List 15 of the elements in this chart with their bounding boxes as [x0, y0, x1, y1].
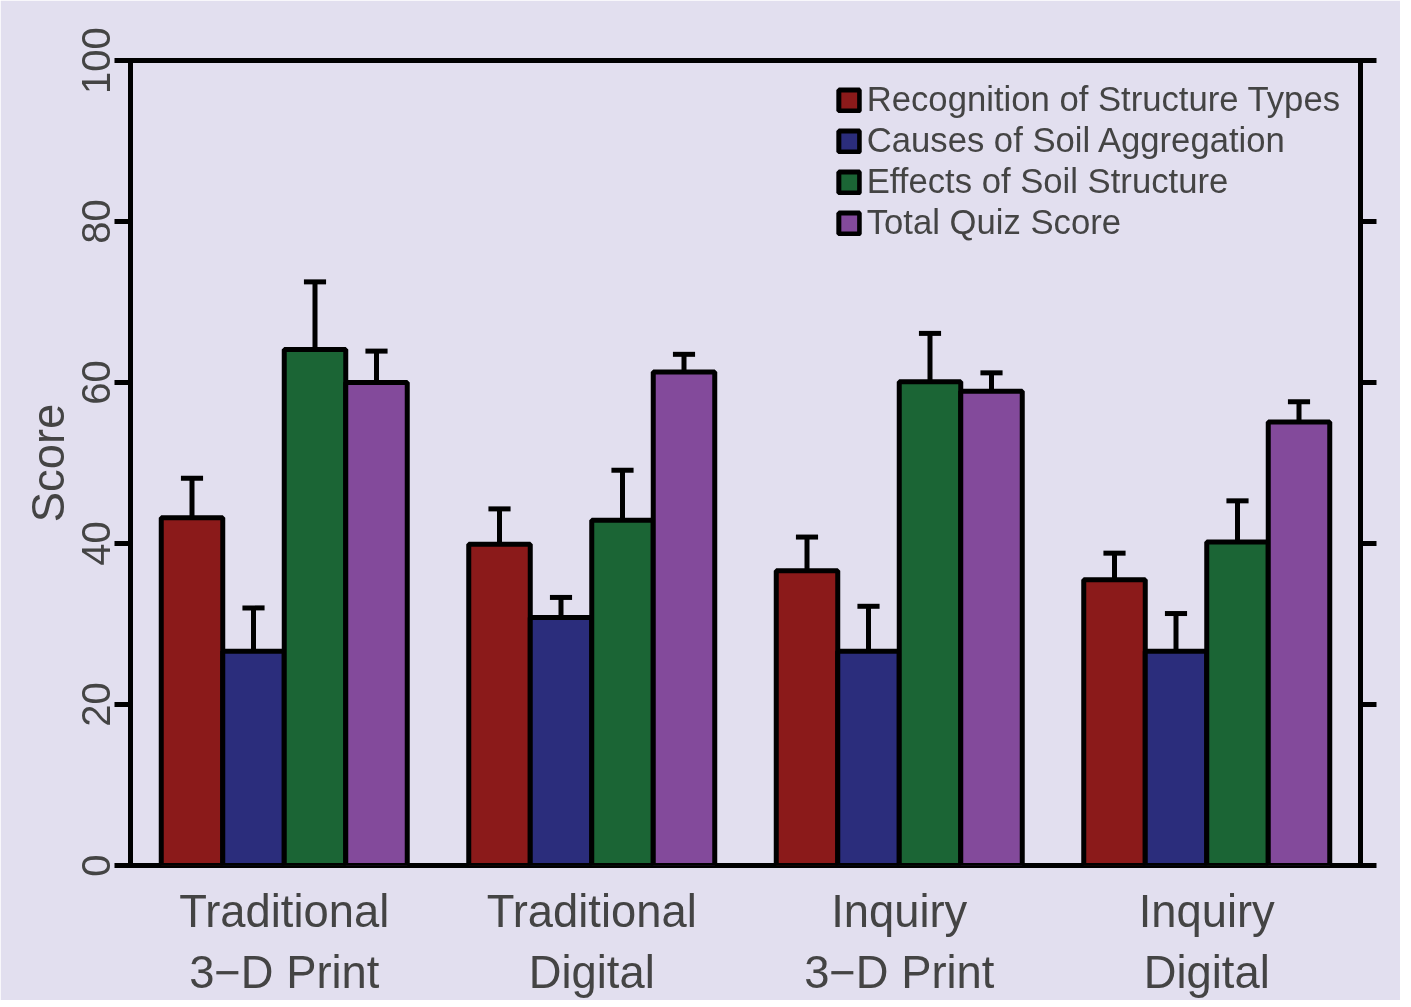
x-tick-label: Inquiry Digital	[1138, 885, 1276, 998]
y-tick-label: 60	[73, 360, 118, 405]
y-axis-title: Score	[22, 403, 74, 523]
legend-label: Recognition of Structure Types	[866, 80, 1340, 119]
legend-label: Effects of Soil Structure	[866, 162, 1229, 201]
x-tick-label: Inquiry 3−D Print	[804, 885, 995, 998]
y-tick-label: 0	[73, 854, 118, 877]
y-tick-label: 20	[73, 682, 118, 727]
y-tick-label: 80	[73, 199, 118, 244]
legend-label: Total Quiz Score	[866, 203, 1121, 242]
y-tick-label: 40	[73, 521, 118, 566]
legend-label: Causes of Soil Aggregation	[866, 121, 1285, 160]
x-tick-label: Traditional Digital	[486, 885, 697, 998]
y-tick-label: 100	[73, 27, 118, 94]
x-tick-label: Traditional 3−D Print	[179, 885, 390, 998]
